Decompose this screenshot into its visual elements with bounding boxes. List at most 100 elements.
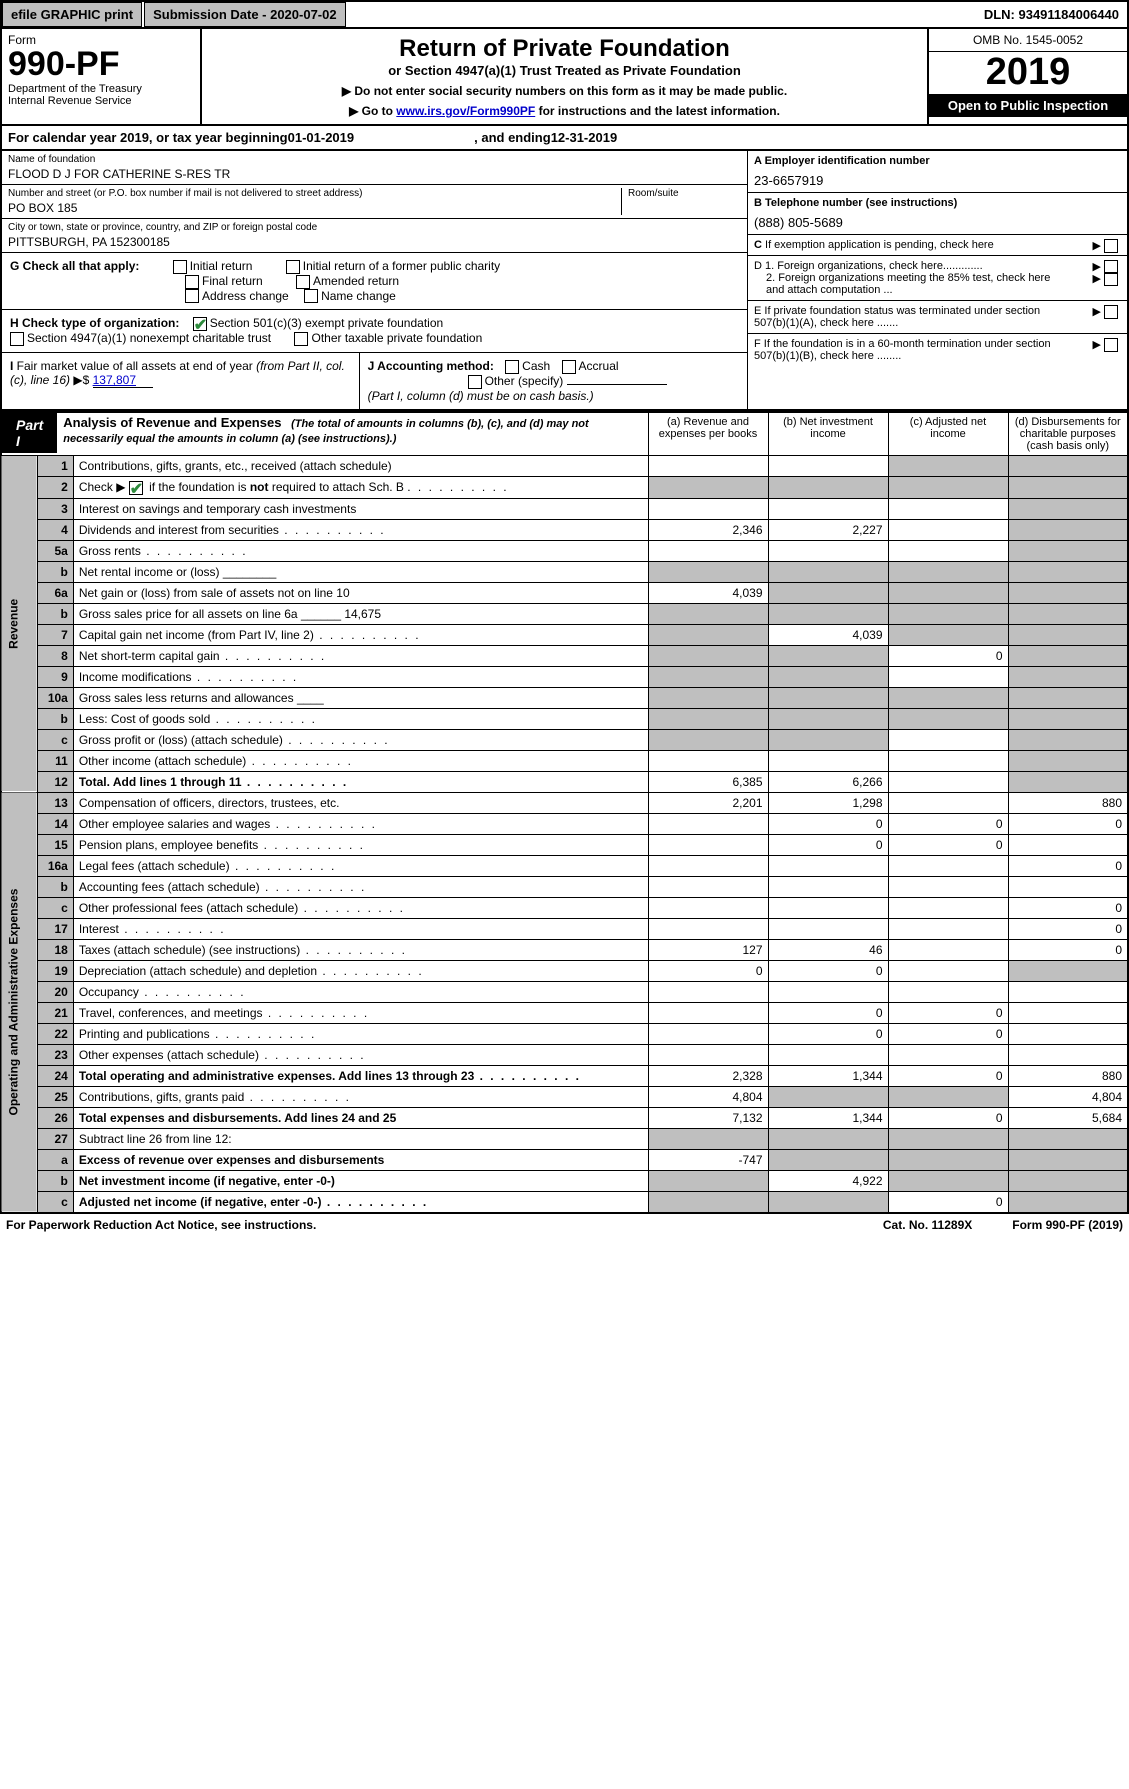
dln: DLN: 93491184006440 [976, 3, 1127, 26]
amount-cell [888, 729, 1008, 750]
table-row: Revenue1Contributions, gifts, grants, et… [1, 455, 1128, 476]
line-number: 24 [37, 1065, 73, 1086]
other-method-checkbox[interactable] [468, 375, 482, 389]
schb-checkbox[interactable] [129, 481, 143, 495]
line-description: Occupancy [73, 981, 648, 1002]
line-description: Travel, conferences, and meetings [73, 1002, 648, 1023]
col-a-header: (a) Revenue and expenses per books [648, 412, 768, 456]
e-checkbox[interactable] [1104, 305, 1118, 319]
line-description: Other employee salaries and wages [73, 813, 648, 834]
amount-cell [648, 813, 768, 834]
other-taxable-checkbox[interactable] [294, 332, 308, 346]
accrual-checkbox[interactable] [562, 360, 576, 374]
amount-cell [1008, 519, 1128, 540]
open-to-public: Open to Public Inspection [929, 94, 1127, 117]
d2-checkbox[interactable] [1104, 272, 1118, 286]
table-row: 14Other employee salaries and wages000 [1, 813, 1128, 834]
amount-cell [1008, 1023, 1128, 1044]
line-description: Gross profit or (loss) (attach schedule) [73, 729, 648, 750]
table-row: 25Contributions, gifts, grants paid4,804… [1, 1086, 1128, 1107]
amount-cell: 0 [768, 834, 888, 855]
top-bar: efile GRAPHIC print Submission Date - 20… [0, 0, 1129, 29]
dept-label: Department of the Treasury Internal Reve… [8, 83, 194, 107]
amount-cell: 4,804 [1008, 1086, 1128, 1107]
amount-cell [648, 561, 768, 582]
line-number: 27 [37, 1128, 73, 1149]
amount-cell [888, 897, 1008, 918]
name-change-checkbox[interactable] [304, 289, 318, 303]
line-description: Legal fees (attach schedule) [73, 855, 648, 876]
address-change-checkbox[interactable] [185, 289, 199, 303]
amount-cell [768, 981, 888, 1002]
amount-cell [648, 540, 768, 561]
amount-cell [768, 603, 888, 624]
c-text: If exemption application is pending, che… [765, 239, 994, 251]
line-description: Net gain or (loss) from sale of assets n… [73, 582, 648, 603]
amount-cell [768, 918, 888, 939]
efile-print-button[interactable]: efile GRAPHIC print [2, 2, 142, 27]
amount-cell: 0 [768, 1002, 888, 1023]
line-number: 15 [37, 834, 73, 855]
amount-cell: 4,039 [648, 582, 768, 603]
table-row: 4Dividends and interest from securities2… [1, 519, 1128, 540]
line-description: Dividends and interest from securities [73, 519, 648, 540]
c-checkbox[interactable] [1104, 239, 1118, 253]
table-row: 20Occupancy [1, 981, 1128, 1002]
line-number: a [37, 1149, 73, 1170]
line-description: Net investment income (if negative, ente… [73, 1170, 648, 1191]
amount-cell [768, 708, 888, 729]
table-row: aExcess of revenue over expenses and dis… [1, 1149, 1128, 1170]
amount-cell [888, 708, 1008, 729]
cash-checkbox[interactable] [505, 360, 519, 374]
amount-cell [1008, 771, 1128, 792]
initial-public-checkbox[interactable] [286, 260, 300, 274]
amount-cell: 127 [648, 939, 768, 960]
amount-cell [768, 582, 888, 603]
f-checkbox[interactable] [1104, 338, 1118, 352]
amount-cell [768, 476, 888, 498]
table-row: 5aGross rents [1, 540, 1128, 561]
amount-cell: -747 [648, 1149, 768, 1170]
table-row: 6aNet gain or (loss) from sale of assets… [1, 582, 1128, 603]
amount-cell [648, 834, 768, 855]
amount-cell: 0 [888, 834, 1008, 855]
amount-cell [1008, 708, 1128, 729]
ein-label: A Employer identification number [754, 155, 930, 167]
phone-value: (888) 805-5689 [754, 215, 1121, 230]
table-row: 15Pension plans, employee benefits00 [1, 834, 1128, 855]
table-row: Operating and Administrative Expenses13C… [1, 792, 1128, 813]
table-row: bGross sales price for all assets on lin… [1, 603, 1128, 624]
amount-cell: 0 [888, 813, 1008, 834]
amount-cell [1008, 1191, 1128, 1213]
city-state-zip: PITTSBURGH, PA 152300185 [8, 235, 741, 249]
line-number: 13 [37, 792, 73, 813]
amount-cell [1008, 687, 1128, 708]
final-return-checkbox[interactable] [185, 275, 199, 289]
line-description: Total. Add lines 1 through 11 [73, 771, 648, 792]
4947-checkbox[interactable] [10, 332, 24, 346]
amount-cell: 2,328 [648, 1065, 768, 1086]
j-note: (Part I, column (d) must be on cash basi… [368, 389, 594, 403]
irs-link[interactable]: www.irs.gov/Form990PF [396, 104, 535, 118]
line-number: 9 [37, 666, 73, 687]
line-description: Accounting fees (attach schedule) [73, 876, 648, 897]
amended-return-checkbox[interactable] [296, 275, 310, 289]
amount-cell [888, 1128, 1008, 1149]
fmv-value[interactable]: 137,807 [93, 373, 153, 388]
paperwork-notice: For Paperwork Reduction Act Notice, see … [6, 1218, 316, 1232]
line-description: Less: Cost of goods sold [73, 708, 648, 729]
table-row: 8Net short-term capital gain0 [1, 645, 1128, 666]
amount-cell [1008, 540, 1128, 561]
amount-cell: 0 [888, 1191, 1008, 1213]
amount-cell [888, 455, 1008, 476]
amount-cell [648, 981, 768, 1002]
initial-return-checkbox[interactable] [173, 260, 187, 274]
city-label: City or town, state or province, country… [8, 222, 741, 233]
amount-cell [768, 897, 888, 918]
501c3-checkbox[interactable] [193, 317, 207, 331]
table-row: 9Income modifications [1, 666, 1128, 687]
amount-cell: 7,132 [648, 1107, 768, 1128]
name-label: Name of foundation [8, 154, 741, 165]
goto-note: ▶ Go to www.irs.gov/Form990PF for instru… [210, 104, 919, 118]
line-description: Compensation of officers, directors, tru… [73, 792, 648, 813]
